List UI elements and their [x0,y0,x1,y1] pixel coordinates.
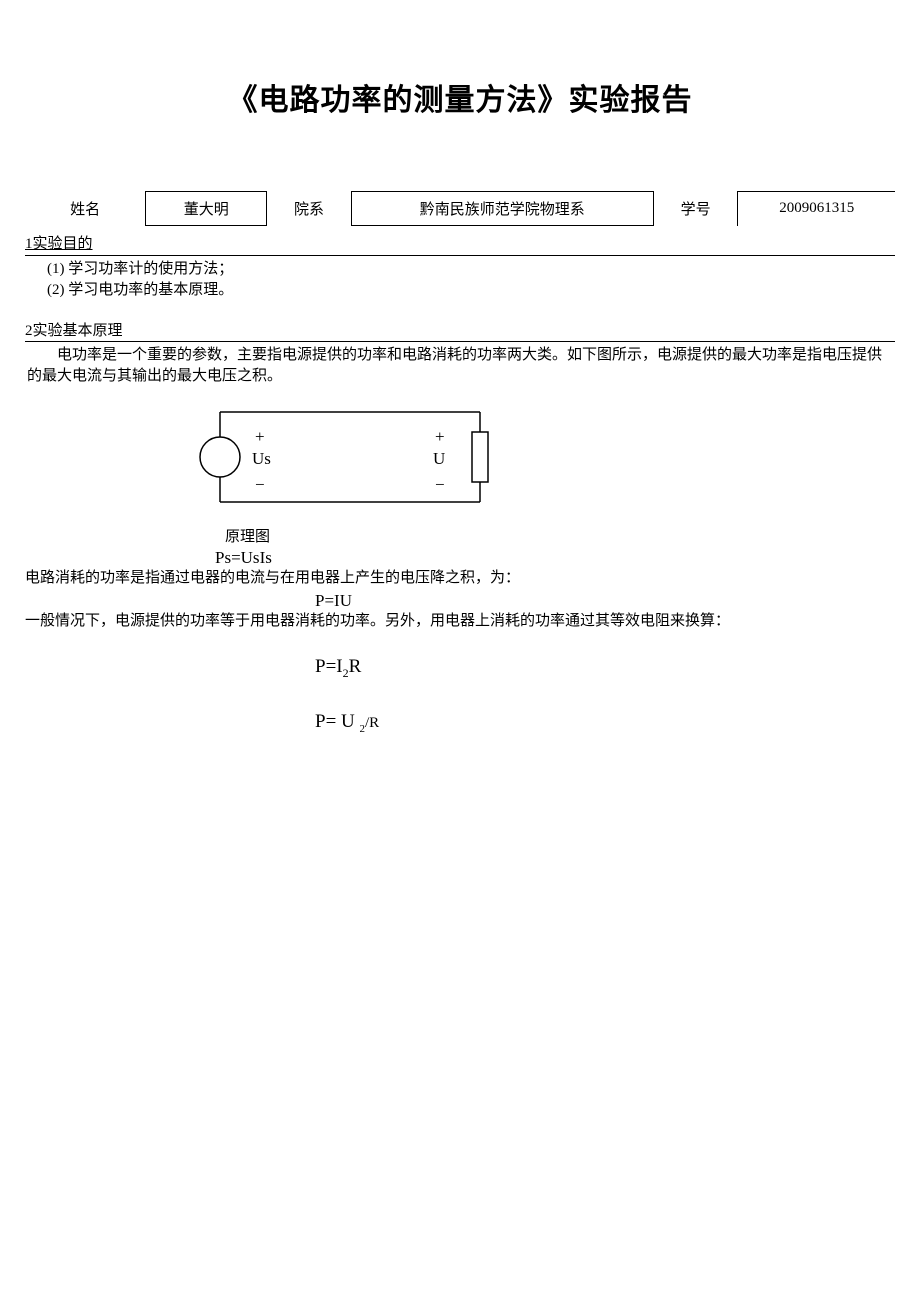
section1-header: 1实验目的 [25,232,895,254]
load-label: U [433,449,445,469]
source-plus: + [255,427,265,447]
dept-value: 黔南民族师范学院物理系 [351,192,653,226]
source-label: Us [252,449,271,469]
formula1-suffix: Is [260,548,272,567]
section2-para1: 电功率是一个重要的参数，主要指电源提供的功率和电路消耗的功率两大类。如下图所示，… [25,345,895,387]
circuit-svg [180,397,530,517]
formula-i2r: P=I2R [315,656,895,681]
formula1-prefix: Ps=Us [215,548,260,567]
name-label: 姓名 [25,192,146,226]
formula3-p: P=I [315,656,343,677]
diagram-caption: 原理图 [225,525,895,546]
id-label: 学号 [653,192,738,226]
section2-para3: 一般情况下，电源提供的功率等于用电器消耗的功率。另外，用电器上消耗的功率通过其等… [25,611,895,632]
circuit-diagram: + Us − + U − [180,397,530,517]
load-minus: − [435,475,445,495]
student-info-table: 姓名 董大明 院系 黔南民族师范学院物理系 学号 2009061315 [25,191,895,226]
report-title: 《电路功率的测量方法》实验报告 [25,75,895,119]
formula4-r: /R [365,715,379,731]
section1-item1: (1) 学习功率计的使用方法； [47,259,895,280]
dept-label: 院系 [267,192,352,226]
formula-piu: P=IU [315,591,895,611]
load-plus: + [435,427,445,447]
formula-u2r: P= U 2/R [315,711,895,735]
id-value: 2009061315 [738,192,895,226]
formula4-p: P= U [315,711,360,732]
formula3-r: R [349,656,362,677]
section1-item2: (2) 学习电功率的基本原理。 [47,280,895,301]
name-value: 董大明 [146,192,267,226]
formula-ps: Ps=UsIs [215,548,895,568]
section2-para2: 电路消耗的功率是指通过电器的电流与在用电器上产生的电压降之积，为： [25,568,895,589]
source-minus: − [255,475,265,495]
info-row: 姓名 董大明 院系 黔南民族师范学院物理系 学号 2009061315 [25,192,895,226]
section2-header: 2实验基本原理 [25,319,895,342]
